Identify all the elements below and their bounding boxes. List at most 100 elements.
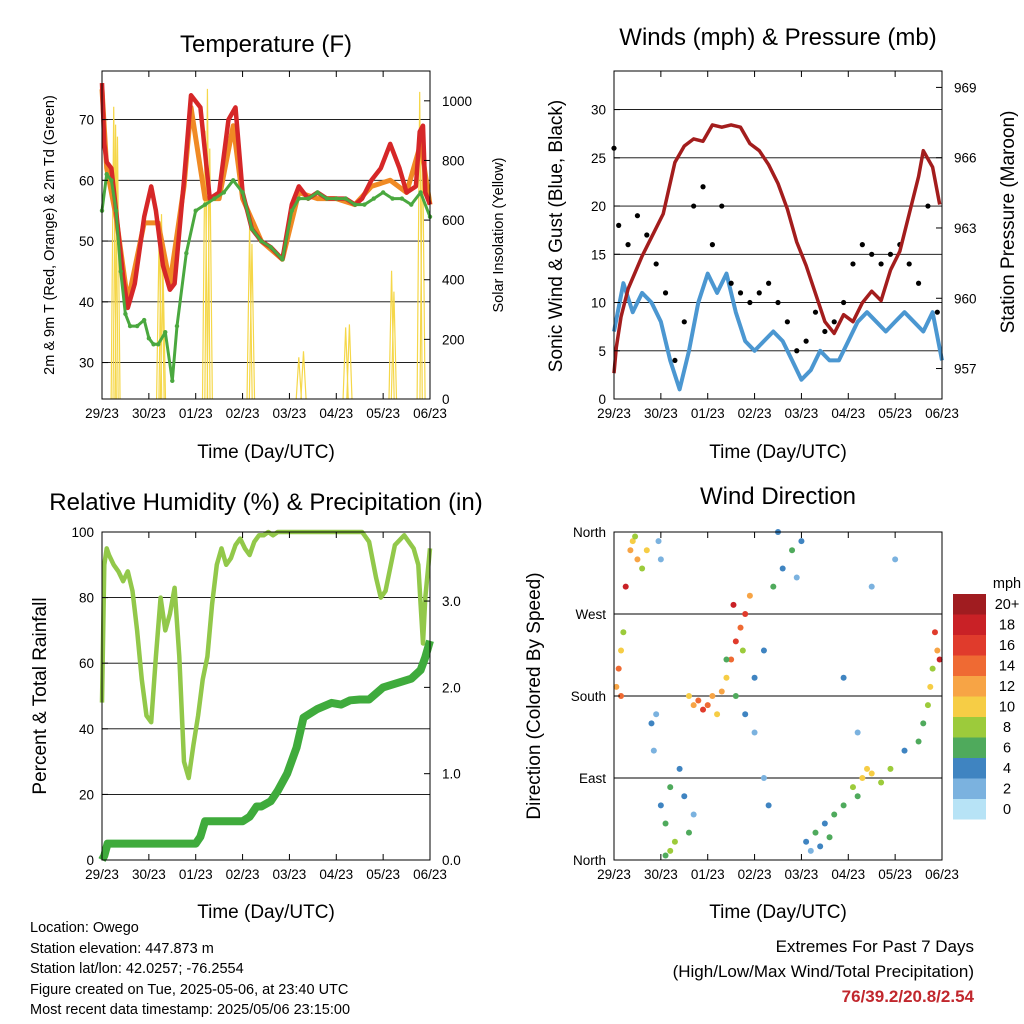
- x-tick-label: 29/23: [85, 867, 119, 882]
- relative-humidity-line: [99, 529, 433, 781]
- direction-point: [915, 738, 922, 745]
- direction-point: [690, 811, 697, 818]
- direction-point: [929, 665, 936, 672]
- gust-point: [831, 319, 837, 325]
- legend-label: 18: [999, 618, 1015, 634]
- y2-tick-label: 2.0: [442, 680, 461, 695]
- legend-swatch: [953, 655, 986, 676]
- gust-point: [662, 290, 669, 296]
- x-tick-label: 29/23: [85, 406, 119, 421]
- y-tick-label: East: [579, 771, 606, 786]
- direction-point: [737, 624, 744, 631]
- gust-point: [803, 338, 809, 344]
- x-tick-label: 05/23: [878, 406, 912, 421]
- station-pressure-line: [612, 123, 942, 374]
- x-tick-label: 01/23: [179, 406, 213, 421]
- gust-point: [794, 348, 800, 354]
- direction-point: [700, 706, 707, 713]
- dewpoint-point: [362, 202, 367, 207]
- humidity-x-axis-label: Time (Day/UTC): [197, 902, 335, 923]
- legend-label: 20+: [995, 597, 1020, 613]
- gust-point: [850, 261, 856, 267]
- winds-y2-axis-label: Station Pressure (Maroon): [998, 111, 1019, 334]
- dewpoint-point: [352, 202, 358, 207]
- dewpoint-point: [151, 342, 156, 347]
- direction-point: [622, 583, 629, 590]
- y2-tick-label: 957: [954, 362, 977, 377]
- direction-point: [613, 683, 620, 690]
- x-tick-label: 01/23: [691, 867, 725, 882]
- direction-point: [936, 656, 943, 663]
- gust-point: [672, 357, 678, 364]
- dewpoint-point: [259, 238, 264, 244]
- dewpoint-point: [231, 178, 236, 183]
- solar-insolation-spike: [206, 148, 213, 400]
- x-tick-label: 29/23: [597, 406, 631, 421]
- direction-point: [859, 775, 866, 781]
- temperature-y2-axis-label: Solar Insolation (Yellow): [491, 157, 507, 312]
- dewpoint-point: [123, 311, 128, 317]
- dewpoint-point: [268, 244, 273, 250]
- direction-point: [887, 765, 894, 772]
- direction-point: [671, 838, 678, 845]
- direction-point: [760, 647, 767, 654]
- dewpoint-point: [371, 196, 376, 201]
- direction-y-axis-label: Direction (Colored By Speed): [524, 572, 545, 819]
- direction-point: [657, 802, 664, 809]
- direction-x-axis-label: Time (Day/UTC): [709, 902, 847, 923]
- y-tick-label: 100: [71, 525, 94, 540]
- dewpoint-point: [289, 208, 294, 213]
- y2-tick-label: 960: [954, 291, 977, 306]
- direction-point: [751, 729, 758, 736]
- x-tick-label: 04/23: [831, 406, 865, 421]
- direction-point: [728, 656, 735, 663]
- y-tick-label: 25: [591, 151, 606, 166]
- legend-label: 16: [999, 638, 1015, 654]
- solar-insolation-spike: [114, 136, 121, 400]
- gust-point: [653, 261, 659, 267]
- solar-insolation-spike: [248, 243, 256, 400]
- extremes-box: Extremes For Past 7 Days (High/Low/Max W…: [673, 934, 974, 1009]
- legend-title: mph: [993, 576, 1021, 592]
- gust-point: [756, 290, 762, 296]
- x-tick-label: 02/23: [226, 867, 260, 882]
- direction-point: [868, 583, 875, 590]
- direction-point: [655, 538, 662, 545]
- direction-point: [662, 852, 669, 859]
- direction-point: [807, 847, 814, 854]
- legend-label: 4: [1003, 761, 1011, 777]
- legend-label: 12: [999, 679, 1015, 695]
- x-tick-label: 29/23: [597, 867, 631, 882]
- legend-swatch: [953, 676, 986, 697]
- direction-point: [676, 765, 683, 772]
- y-tick-label: 5: [598, 344, 606, 359]
- gust-point: [719, 203, 725, 209]
- direction-point: [620, 629, 627, 636]
- y-tick-label: 0: [86, 853, 94, 868]
- dewpoint-point: [174, 323, 180, 329]
- solar-insolation-spike: [295, 357, 302, 400]
- direction-point: [798, 538, 805, 545]
- x-tick-label: 03/23: [273, 406, 307, 421]
- direction-point: [779, 565, 786, 572]
- temperature-panel: Temperature (F) 30 40 50 60 70 0 200 400 600 800 1…: [42, 31, 507, 463]
- gust-point: [887, 251, 894, 257]
- direction-point: [931, 629, 938, 636]
- x-tick-label: 05/23: [878, 867, 912, 882]
- gust-point: [644, 232, 650, 238]
- y-tick-label: 30: [79, 356, 94, 371]
- y2-tick-label: 1.0: [442, 767, 461, 782]
- direction-point: [739, 647, 746, 654]
- legend-label: 6: [1003, 741, 1011, 757]
- x-tick-label: 03/23: [785, 867, 819, 882]
- legend-swatch: [953, 737, 986, 758]
- dewpoint-point: [141, 317, 147, 323]
- x-tick-label: 30/23: [132, 867, 166, 882]
- gust-point: [915, 280, 922, 286]
- solar-insolation-spike: [390, 291, 398, 400]
- legend-swatch: [953, 717, 986, 738]
- gust-point: [906, 261, 912, 267]
- dewpoint-point: [296, 196, 301, 201]
- direction-point: [618, 647, 625, 654]
- humidity-title: Relative Humidity (%) & Precipitation (i…: [49, 489, 482, 516]
